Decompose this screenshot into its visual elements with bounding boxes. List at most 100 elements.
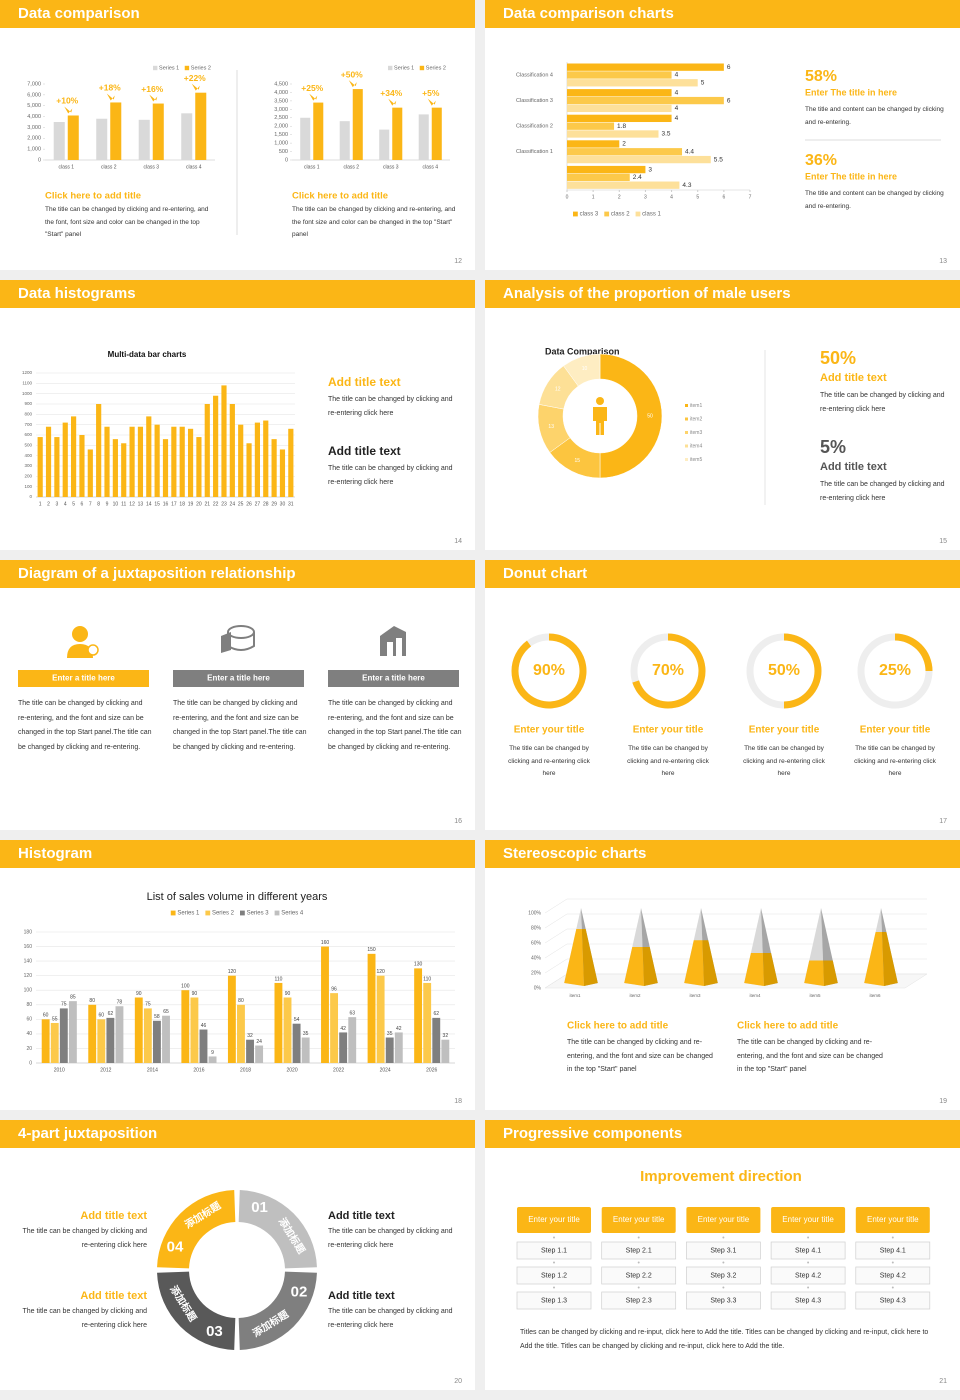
x-tick-label: 2 [47, 501, 50, 507]
legend-swatch [419, 65, 425, 71]
annotation: +16% [141, 84, 163, 94]
x-tick-label: 5 [696, 194, 699, 200]
bar [567, 165, 646, 174]
x-tick-label: 16 [163, 501, 169, 507]
grid-line [544, 913, 927, 929]
bar [112, 439, 118, 497]
slide-background [485, 0, 960, 270]
legend-swatch [685, 417, 688, 421]
item-text-box: The title can be changed by clicking and… [328, 1308, 453, 1329]
x-tick-label: class 4 [422, 164, 438, 170]
legend-label: item5 [690, 457, 702, 463]
step-label: Step 2.1 [626, 1247, 652, 1254]
x-tick-label: 8 [97, 501, 100, 507]
column-title: Enter your title [782, 1215, 834, 1224]
section-title: Improvement direction [640, 1168, 802, 1185]
legend-label: item2 [690, 416, 702, 422]
step-label: Step 4.3 [880, 1297, 906, 1304]
x-tick-label: 3 [55, 501, 58, 507]
bar [106, 1017, 115, 1063]
bar [62, 422, 68, 497]
x-tick-label: 23 [221, 501, 227, 507]
category-label: Classification 3 [516, 98, 553, 104]
bar [431, 107, 442, 160]
step-box [855, 1291, 931, 1310]
header-bar [0, 0, 475, 28]
header-bar [0, 560, 475, 588]
step-label: Step 2.2 [626, 1272, 652, 1279]
value-label: 5 [701, 80, 705, 87]
bar [567, 148, 683, 156]
legend-label: item4 [690, 443, 702, 449]
bar [221, 385, 227, 497]
slide-background [0, 560, 475, 830]
bar [567, 114, 672, 123]
value-label: 4 [675, 105, 679, 112]
value-label: 75 [61, 1002, 67, 1008]
x-tick-label: 24 [230, 501, 236, 507]
bar [246, 1039, 254, 1063]
step-label: Step 1.3 [541, 1297, 567, 1304]
item-text: The title can be changed by clicking and… [737, 1039, 883, 1073]
y-tick-label: 0 [38, 157, 41, 163]
bar [229, 404, 235, 497]
x-tick-label: class 3 [383, 164, 399, 170]
bar [196, 437, 202, 497]
step-label: Step 1.2 [541, 1272, 567, 1279]
legend-swatch [635, 211, 641, 217]
bar [208, 1056, 217, 1063]
bar [190, 997, 199, 1063]
value-label: 6 [727, 64, 731, 71]
slide-title: Analysis of the proportion of male users [503, 285, 791, 302]
value-label: 60 [99, 1013, 105, 1019]
bar [134, 997, 143, 1063]
bar [115, 1006, 124, 1063]
legend-swatch [685, 431, 688, 434]
connector-dot [637, 1261, 640, 1264]
value-label: 5.5 [714, 156, 723, 163]
segment-number: 02 [291, 1284, 308, 1301]
legend-swatch [170, 910, 176, 916]
category-label: Classification 2 [516, 123, 553, 129]
bar [79, 435, 85, 497]
header-bar [0, 280, 475, 308]
value-label: 90 [136, 991, 142, 997]
legend-swatch [388, 65, 393, 71]
bar [339, 121, 350, 160]
item-text-box: The title can be changed by clicking and… [22, 1228, 147, 1249]
value-label: 42 [340, 1026, 346, 1032]
bar [137, 426, 144, 497]
x-tick-label: 3 [644, 194, 647, 200]
step-label: Step 1.1 [541, 1247, 567, 1254]
bar [246, 443, 252, 497]
cone-fill-side [702, 940, 718, 986]
stat-text: The title and content can be changed by … [805, 106, 944, 126]
annotation: +18% [99, 83, 121, 93]
y-tick-label: 500 [279, 149, 288, 155]
step-box [601, 1241, 677, 1260]
cone-fill [624, 947, 644, 986]
bar [288, 428, 294, 497]
column-text: The title can be changed by clicking and… [328, 700, 462, 751]
stat-text-box: The title can be changed by clicking and… [820, 481, 945, 502]
value-label: 65 [163, 1009, 169, 1015]
cone-fill-side [823, 960, 838, 986]
bar [71, 416, 77, 497]
value-label: 4.3 [682, 182, 691, 189]
slide: Progressive components 21 Improvement dire… [485, 1120, 960, 1390]
y-tick-label: 40 [26, 1031, 32, 1037]
title-bar [328, 670, 459, 687]
x-tick-label: class 2 [101, 164, 117, 170]
x-tick-label: 5 [72, 501, 75, 507]
column-text-box: The title can be changed by clicking and… [18, 700, 151, 751]
caption-text: The title can be changed by clicking and… [45, 206, 209, 238]
legend-swatch [604, 211, 610, 217]
item-title: Add title text [328, 375, 401, 389]
page-number: 15 [939, 538, 947, 545]
item-text-box: The title can be changed by clicking and… [328, 465, 453, 486]
bar [104, 426, 110, 497]
title-box [771, 1207, 846, 1233]
y-tick-label: 0 [285, 157, 288, 163]
x-tick-label: item2 [629, 993, 641, 998]
